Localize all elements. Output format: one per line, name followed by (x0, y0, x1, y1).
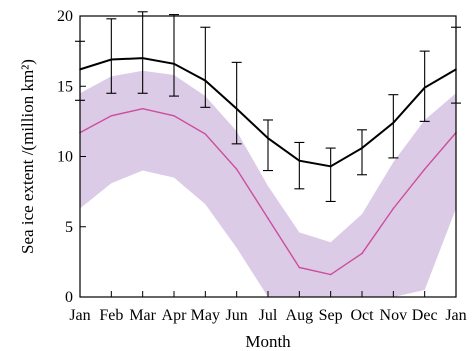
series-2-point (141, 107, 144, 110)
x-tick-label: Aug (286, 307, 314, 324)
series-2-point (329, 273, 332, 276)
series-2-point (110, 114, 113, 117)
x-tick-label: Mar (129, 307, 156, 324)
series-2-point (204, 133, 207, 135)
series-2-point (173, 114, 175, 117)
series-2-point (235, 168, 238, 170)
y-axis-title: Sea ice extent /(million km²) (18, 59, 37, 254)
x-tick-label: Jan (69, 307, 90, 324)
x-tick-label: Feb (99, 307, 123, 324)
x-tick-label: Apr (162, 307, 188, 324)
x-tick-label: Jun (226, 307, 248, 324)
range-band (80, 70, 456, 297)
x-axis-title: Month (245, 332, 291, 351)
x-tick-label: May (191, 307, 220, 324)
series-2-point (298, 266, 301, 269)
y-tick-label: 20 (57, 8, 73, 25)
x-tick-label: Oct (350, 307, 374, 324)
x-tick-label: Nov (380, 307, 408, 324)
y-tick-label: 10 (57, 149, 73, 166)
y-tick-label: 15 (57, 78, 73, 95)
x-tick-label: Sep (319, 307, 343, 324)
x-tick-label: Dec (412, 307, 438, 324)
x-tick-label: Jan (445, 307, 466, 324)
y-tick-label: 5 (65, 219, 73, 236)
x-tick-label: Jul (259, 307, 278, 324)
y-tick-label: 0 (65, 289, 73, 306)
series-2-point (423, 168, 426, 170)
series-2-point (267, 217, 269, 220)
range-band-layer (80, 70, 456, 297)
series-2-point (392, 207, 395, 210)
series-2-point (361, 252, 363, 255)
axis-tick-layer: 0 5 10 15 20 Jan Feb Mar Apr May Jun Jul Aug Sep Oct No… (57, 8, 467, 324)
